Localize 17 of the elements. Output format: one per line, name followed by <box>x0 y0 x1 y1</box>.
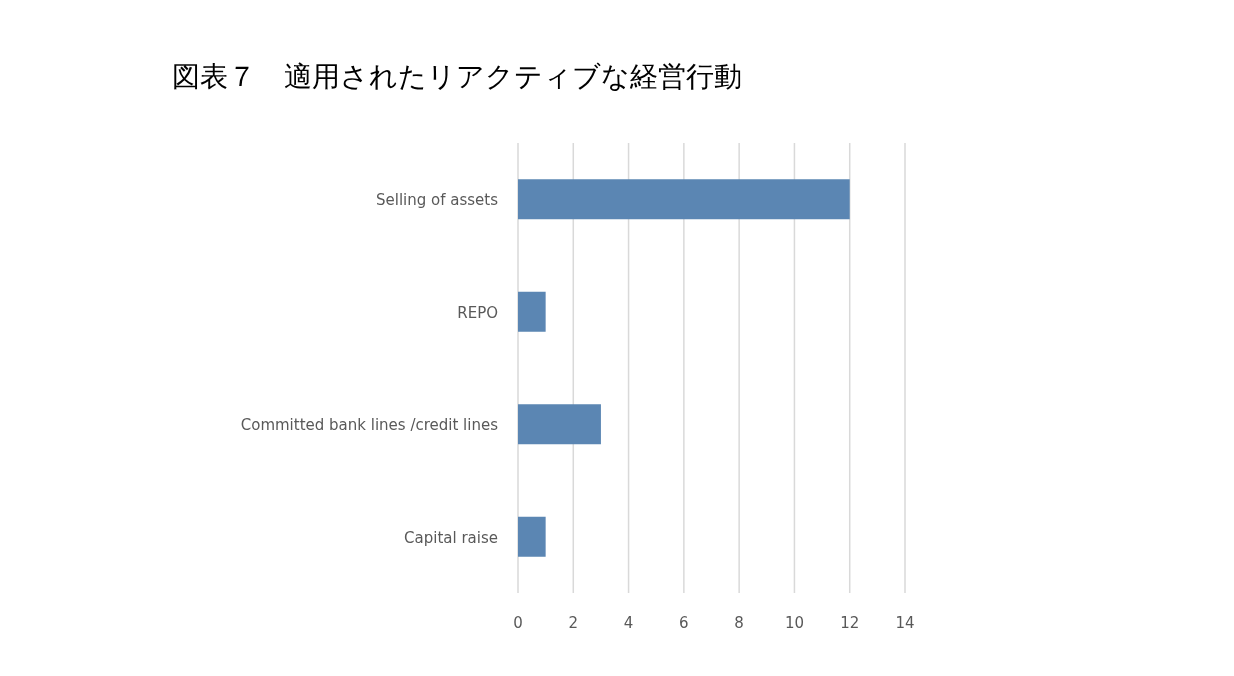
x-tick-label: 2 <box>568 614 579 632</box>
x-tick-label: 4 <box>623 614 634 632</box>
x-tick-label: 14 <box>895 614 915 632</box>
x-tick-label: 0 <box>513 614 523 632</box>
x-tick-label: 10 <box>784 614 804 632</box>
chart-title: 図表７ 適用されたリアクティブな経営行動 <box>172 60 742 93</box>
bar <box>518 516 546 557</box>
x-tick-label: 8 <box>734 614 744 632</box>
x-tick-label: 12 <box>840 614 860 632</box>
bar <box>518 291 546 332</box>
y-tick-label: Committed bank lines /credit lines <box>240 416 499 435</box>
bar <box>518 179 850 220</box>
y-tick-label: REPO <box>457 303 498 322</box>
y-tick-label: Selling of assets <box>375 191 499 210</box>
x-tick-label: 6 <box>679 614 689 632</box>
bar <box>518 404 601 445</box>
y-tick-label: Capital raise <box>404 528 498 547</box>
